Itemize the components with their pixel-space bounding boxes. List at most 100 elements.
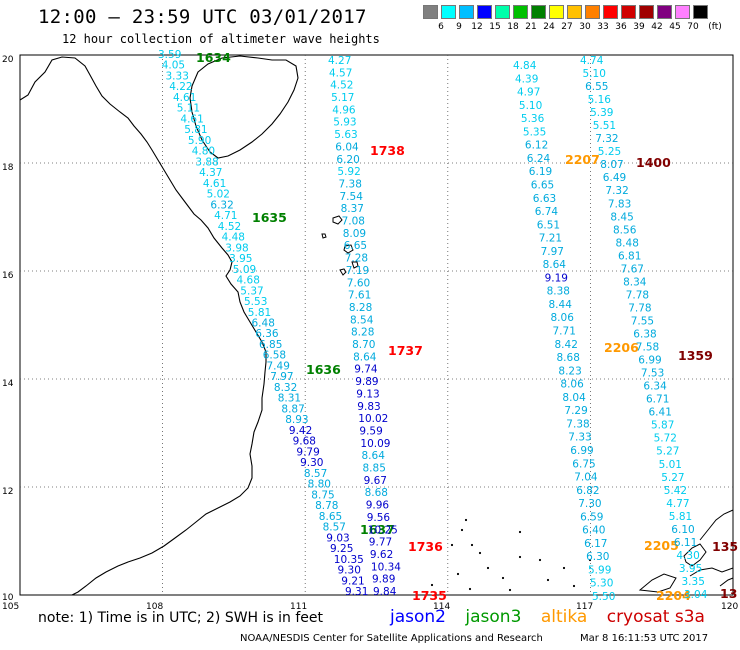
map-frame	[19, 54, 734, 596]
wave-height-value: 5.10	[583, 68, 606, 80]
wave-height-value: 4.48	[222, 232, 245, 244]
wave-height-value: 8.93	[285, 414, 308, 426]
color-scale-label: 33	[597, 22, 609, 32]
wave-height-value: 6.17	[584, 538, 607, 550]
wave-height-value: 5.87	[651, 420, 674, 432]
color-swatch	[441, 5, 456, 19]
wave-height-value: 7.49	[267, 361, 290, 373]
wave-height-value: 7.33	[568, 432, 591, 444]
wave-height-value: 7.61	[348, 290, 371, 302]
wave-height-value: 4.80	[192, 146, 215, 158]
wave-height-value: 4.22	[169, 81, 192, 93]
wave-height-value: 10.34	[371, 561, 401, 573]
wave-height-value: 5.27	[661, 472, 684, 484]
wave-height-value: 9.77	[369, 537, 392, 549]
wave-height-value: 7.08	[342, 216, 365, 228]
wave-height-value: 5.81	[248, 307, 271, 319]
color-swatch	[495, 5, 510, 19]
wave-height-value: 9.67	[364, 475, 387, 487]
pass-time-label: 1637	[360, 522, 395, 537]
wave-height-value: 8.68	[365, 487, 388, 499]
wave-height-value: 6.65	[344, 240, 367, 252]
wave-height-value: 6.32	[210, 199, 233, 211]
wave-height-value: 4.61	[180, 113, 203, 125]
wave-height-value: 8.38	[547, 286, 570, 298]
wave-height-value: 5.90	[188, 135, 211, 147]
wave-height-value: 5.01	[659, 459, 682, 471]
lat-tick: 16	[2, 271, 14, 281]
lon-tick: 117	[576, 602, 593, 612]
wave-height-value: 6.36	[255, 328, 279, 340]
wave-height-value: 10.25	[368, 524, 398, 536]
wave-height-value: 5.09	[233, 264, 256, 276]
wave-height-value: 8.64	[362, 450, 386, 462]
wave-height-value: 9.13	[356, 388, 379, 400]
lat-tick: 10	[2, 593, 14, 603]
wave-height-value: 9.25	[330, 543, 353, 555]
wave-height-value: 6.40	[582, 525, 605, 537]
wave-height-value: 8.32	[274, 382, 297, 394]
wave-height-value: 8.78	[315, 500, 338, 512]
wave-height-value: 8.28	[349, 302, 372, 314]
wave-height-value: 7.97	[270, 371, 293, 383]
color-scale-label: 42	[651, 22, 663, 32]
pass-time-label: 13	[720, 586, 737, 601]
wave-height-value: 7.55	[631, 316, 654, 328]
wave-height-value: 5.72	[654, 433, 677, 445]
generated-time: Mar 8 16:11:53 UTC 2017	[580, 633, 709, 644]
wave-height-value: 8.65	[319, 511, 342, 523]
grid-lines	[20, 55, 733, 595]
wave-height-value: 7.97	[541, 246, 564, 258]
wave-height-value: 8.28	[351, 327, 374, 339]
sat-jason3: jason3	[465, 607, 522, 627]
wave-height-value: 3.04	[684, 589, 708, 601]
wave-height-value: 6.24	[527, 153, 551, 165]
wave-height-value: 7.78	[628, 303, 651, 315]
wave-height-value: 4.30	[676, 550, 699, 562]
wave-height-value: 4.71	[214, 210, 237, 222]
wave-height-value: 4.39	[515, 73, 538, 85]
wave-height-value: 8.31	[278, 393, 301, 405]
wave-height-value: 6.49	[603, 172, 626, 184]
color-swatch	[423, 5, 438, 19]
wave-height-value: 5.39	[590, 107, 613, 119]
pass-time-label: 1636	[306, 362, 341, 377]
coastline-hainan	[189, 55, 299, 159]
color-swatch	[549, 5, 564, 19]
wave-height-value: 5.36	[521, 113, 545, 125]
wave-height-value: 5.16	[588, 94, 612, 106]
color-scale-label: 12	[471, 22, 483, 32]
wave-height-value: 8.64	[353, 351, 377, 363]
wave-height-value: 5.35	[523, 126, 546, 138]
pass-time-label: 2205	[644, 538, 679, 553]
wave-height-value: 6.63	[533, 193, 556, 205]
wave-height-value: 5.11	[177, 103, 200, 115]
color-swatch	[693, 5, 708, 19]
color-scale-label: 27	[561, 22, 573, 32]
wave-height-value: 8.06	[560, 379, 584, 391]
wave-height-value: 9.89	[372, 574, 395, 586]
color-scale-label: 6	[438, 22, 444, 32]
wave-height-value: 8.23	[558, 365, 581, 377]
wave-height-value: 9.89	[355, 376, 378, 388]
wave-height-value: 6.34	[643, 381, 667, 393]
satellite-legend: jason2 jason3 altika cryosat s3a	[390, 607, 719, 627]
wave-height-value: 7.30	[578, 498, 601, 510]
wave-height-value: 8.85	[363, 463, 386, 475]
pass-time-label: 2204	[656, 588, 691, 603]
wave-height-value: 6.20	[336, 154, 359, 166]
wave-height-value: 4.96	[332, 104, 356, 116]
color-scale-label: 45	[669, 22, 681, 32]
wave-height-value: 9.79	[296, 446, 319, 458]
wave-height-value: 6.59	[580, 511, 603, 523]
wave-height-value: 8.64	[543, 259, 567, 271]
wave-height-value: 6.19	[529, 166, 552, 178]
wave-height-value: 4.68	[237, 275, 260, 287]
wave-height-value: 8.56	[613, 224, 637, 236]
wave-height-value: 6.51	[537, 219, 560, 231]
wave-height-value: 7.28	[345, 253, 368, 265]
color-swatch	[513, 5, 528, 19]
wave-height-value: 6.48	[252, 318, 275, 330]
wave-height-value: 10.02	[358, 413, 388, 425]
wave-height-value: 3.59	[158, 49, 181, 61]
